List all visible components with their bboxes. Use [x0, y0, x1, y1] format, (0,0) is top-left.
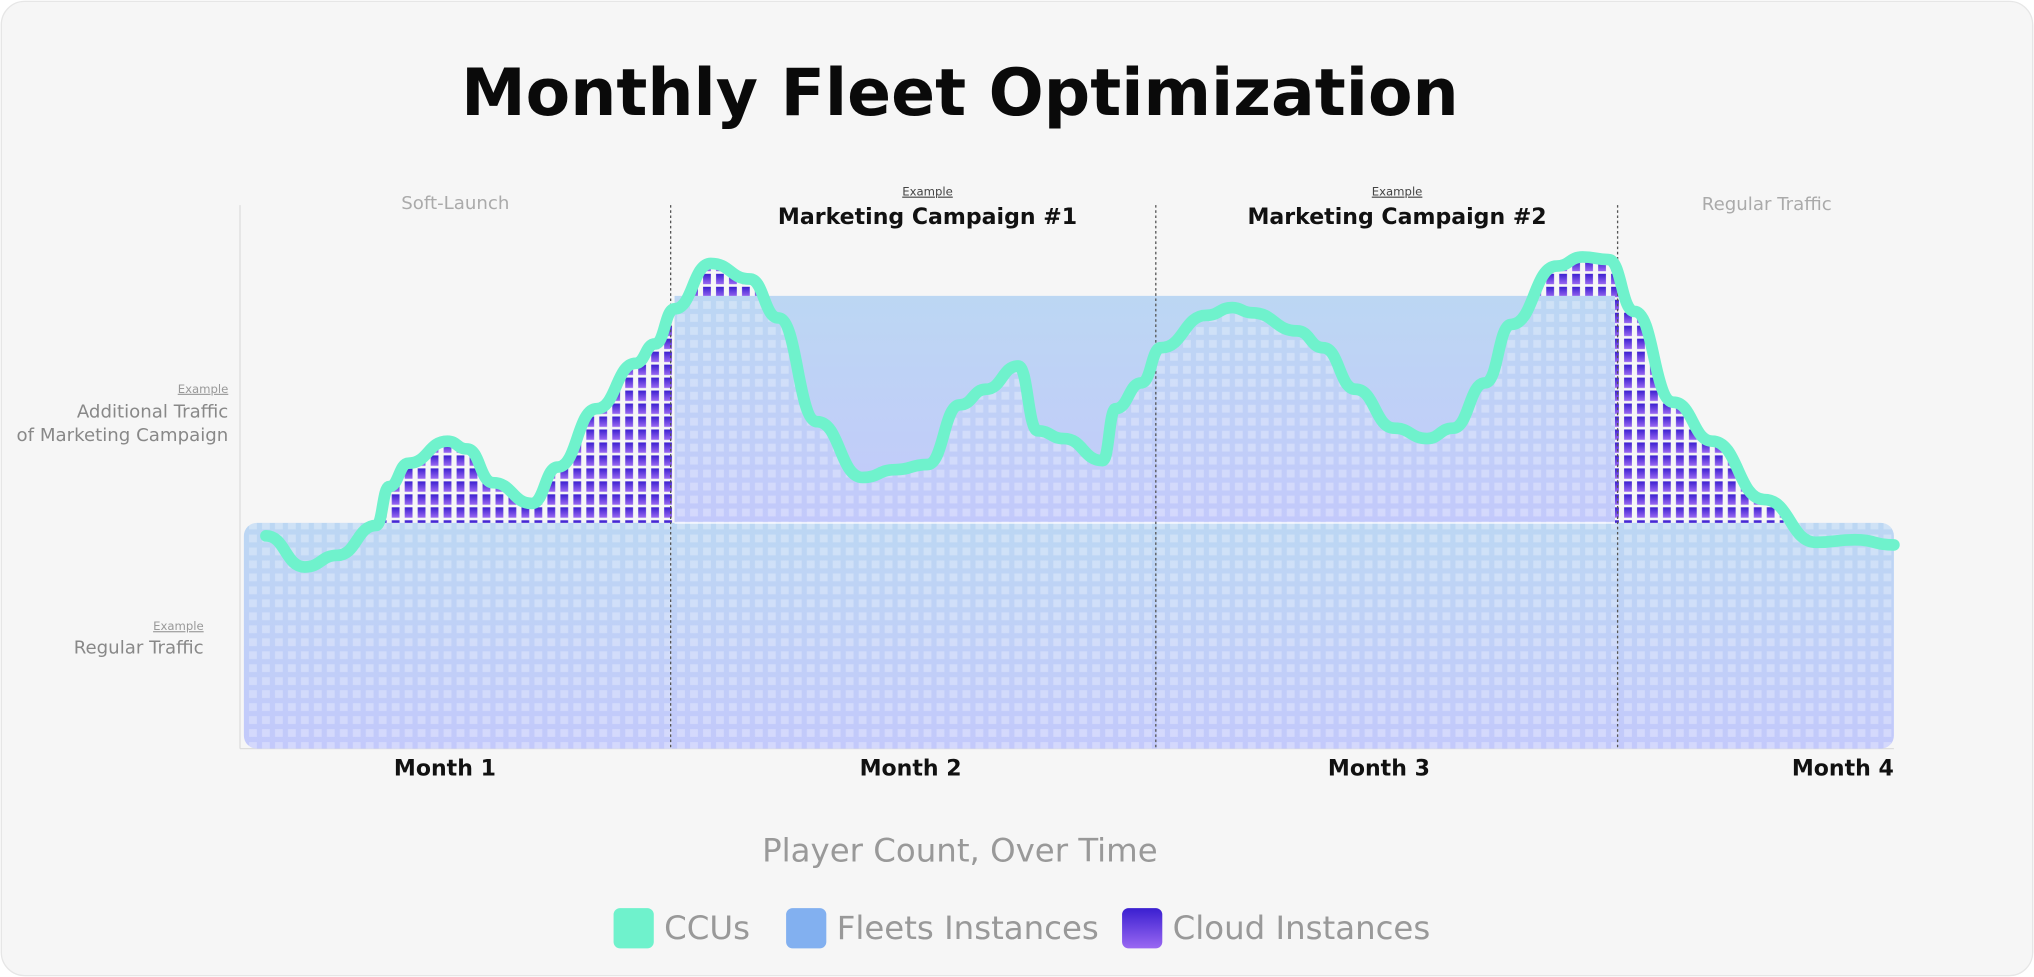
- legend-swatch: [613, 908, 654, 949]
- side-label: Regular Traffic: [74, 638, 204, 659]
- month-label: Month 3: [1328, 756, 1430, 781]
- axis-label: Player Count, Over Time: [762, 831, 1158, 869]
- side-label: Additional Traffic: [77, 402, 228, 423]
- phase-label: Marketing Campaign #1: [778, 205, 1077, 230]
- legend-swatch: [786, 908, 827, 949]
- fleet-texture: [243, 522, 1894, 749]
- ccu-line: [260, 251, 1900, 573]
- month-label: Month 2: [860, 756, 962, 781]
- legend-label: Fleets Instances: [837, 909, 1099, 947]
- side-note: Example: [178, 382, 229, 396]
- title: Monthly Fleet Optimization: [461, 56, 1459, 131]
- month-label: Month 4: [1792, 756, 1894, 781]
- phase-label: Marketing Campaign #2: [1247, 205, 1546, 230]
- side-label: of Marketing Campaign: [17, 425, 229, 446]
- month-label: Month 1: [394, 756, 496, 781]
- phase-label: Soft-Launch: [401, 193, 509, 214]
- legend-label: Cloud Instances: [1173, 909, 1431, 947]
- phase-note: Example: [902, 185, 953, 199]
- phase-label: Regular Traffic: [1702, 194, 1832, 215]
- phase-note: Example: [1372, 185, 1423, 199]
- side-note: Example: [153, 619, 204, 633]
- legend-label: CCUs: [664, 909, 750, 947]
- legend-swatch: [1122, 908, 1163, 949]
